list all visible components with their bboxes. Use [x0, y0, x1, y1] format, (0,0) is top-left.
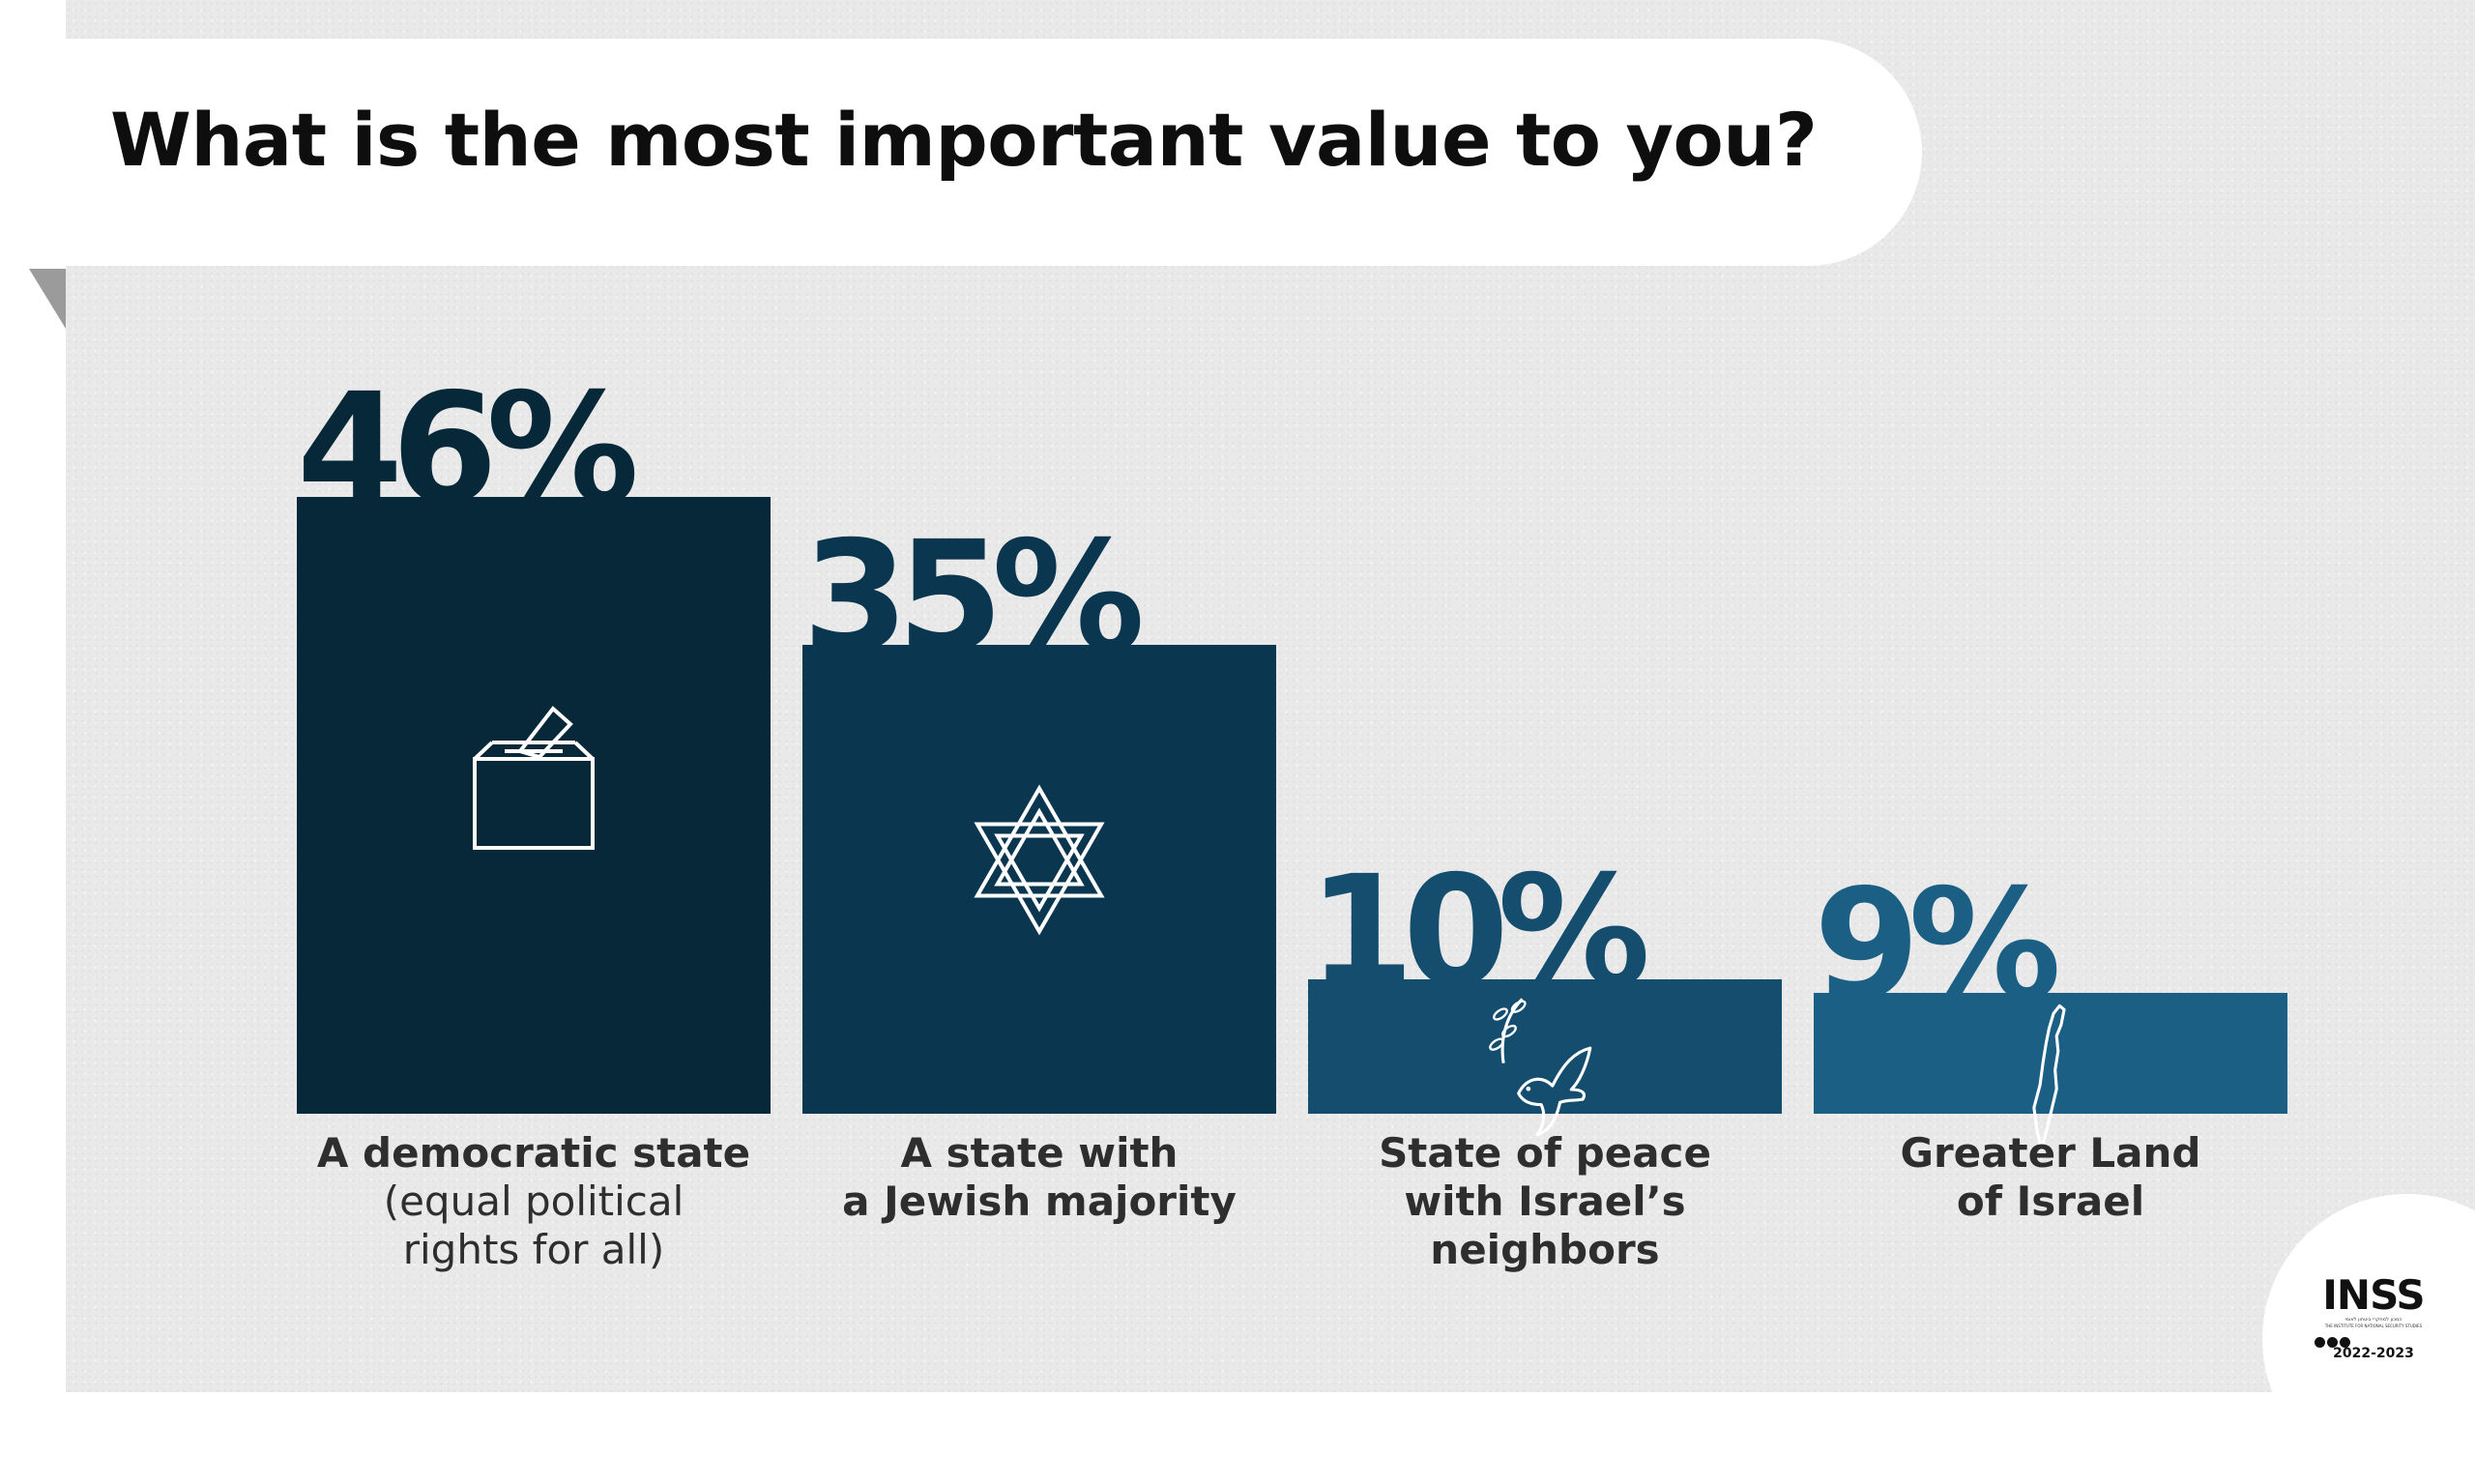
bar-2 [802, 645, 1276, 1114]
israel-map-icon [2032, 1004, 2066, 1151]
dove-olive-branch-icon [1489, 998, 1592, 1137]
star-of-david-icon [974, 784, 1105, 936]
value-label-2: 35% [802, 509, 1141, 686]
category-label-bold-line: Greater Land [1900, 1129, 2201, 1177]
category-label-line: (equal political [383, 1178, 684, 1225]
logo-hebrew-tagline: המכון למחקרי ביטחון לאומי [2344, 1317, 2402, 1323]
ballot-box-icon [473, 706, 595, 850]
category-label-1: A democratic state (equal political rights… [282, 1129, 785, 1274]
inss-logo: INSS המכון למחקרי ביטחון לאומי THE INSTI… [2311, 1274, 2436, 1352]
category-label-bold-line: a Jewish majority [842, 1178, 1237, 1225]
category-label-4: Greater Land of Israel [1799, 1129, 2302, 1226]
bar-4 [1814, 993, 2287, 1114]
category-label-3: State of peace with Israel’s neighbors [1294, 1129, 1796, 1274]
bar-chart: 46% 35% 10% 9% [297, 361, 2287, 1151]
title-banner [66, 39, 1922, 266]
logo-partner-icons [2311, 1333, 2436, 1352]
bar-3 [1308, 979, 1782, 1114]
logo-english-tagline: THE INSTITUTE FOR NATIONAL SECURITY STUD… [2324, 1324, 2423, 1328]
category-label-bold-line: A democratic state [316, 1129, 751, 1177]
category-label-line: rights for all) [402, 1226, 665, 1273]
category-label-bold-line: A state with [900, 1129, 1179, 1177]
logo-wordmark: INSS [2322, 1271, 2425, 1319]
bar-1 [297, 497, 771, 1114]
value-label-1: 46% [297, 361, 635, 538]
category-label-bold-line: with Israel’s neighbors [1404, 1178, 1686, 1273]
value-label-3: 10% [1308, 843, 1646, 1021]
value-label-4: 9% [1814, 857, 2057, 1034]
category-label-2: A state with a Jewish majority [788, 1129, 1291, 1226]
category-label-bold-line: of Israel [1956, 1178, 2145, 1225]
category-label-bold-line: State of peace [1379, 1129, 1711, 1177]
page-title: What is the most important value to you? [110, 97, 1818, 183]
logo-year: 2022-2023 [2333, 1346, 2414, 1361]
